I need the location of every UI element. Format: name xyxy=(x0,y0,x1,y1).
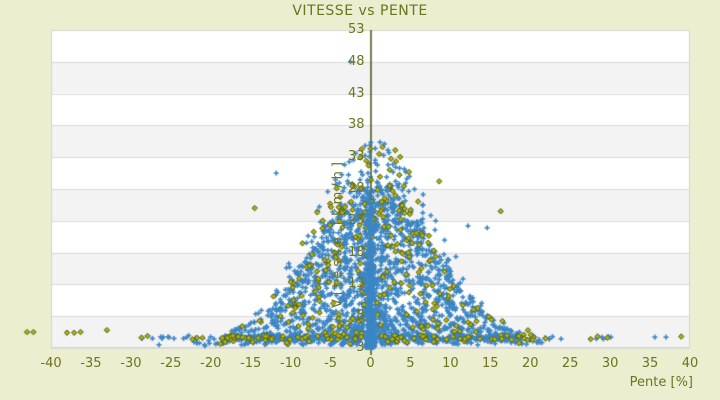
x-tick-label: 15 xyxy=(482,356,499,371)
y-tick-label: 43 xyxy=(347,85,365,101)
x-tick-label: -5 xyxy=(324,356,338,371)
y-tick-label: 33 xyxy=(347,149,365,165)
x-tick-label: 5 xyxy=(406,356,415,371)
x-tick-label: 10 xyxy=(442,356,459,371)
x-axis-title: Pente [%] xyxy=(629,375,693,390)
x-tick-label: -20 xyxy=(200,356,222,371)
y-tick-label: 13 xyxy=(347,276,365,292)
x-tick-label: 20 xyxy=(521,356,539,371)
y-tick-label: 53 xyxy=(347,22,365,37)
x-tick-label: 0 xyxy=(366,356,375,371)
x-tick-label: -30 xyxy=(120,356,142,371)
x-tick-label: -10 xyxy=(280,356,302,371)
x-tick-label: 25 xyxy=(561,356,579,371)
x-tick-label: -40 xyxy=(40,356,62,371)
y-tick-label: 8 xyxy=(356,308,365,324)
chart-title: VITESSE vs PENTE xyxy=(292,3,428,19)
y-tick-label: 28 xyxy=(347,181,365,196)
y-tick-label: 18 xyxy=(347,244,365,260)
x-tick-label: -15 xyxy=(240,356,262,371)
x-tick-label: 30 xyxy=(601,356,619,371)
x-tick-label: -25 xyxy=(160,356,182,371)
y-tick-label: 48 xyxy=(347,53,365,69)
y-tick-label: 38 xyxy=(347,117,365,133)
x-tick-label: 35 xyxy=(641,356,659,371)
y-tick-label: 3 xyxy=(356,340,365,355)
y-tick-label: 23 xyxy=(347,212,365,228)
x-tick-label: -35 xyxy=(80,356,102,371)
x-tick-label: 40 xyxy=(681,356,699,371)
y-axis-title: Vitesse [km/h] xyxy=(330,158,346,308)
